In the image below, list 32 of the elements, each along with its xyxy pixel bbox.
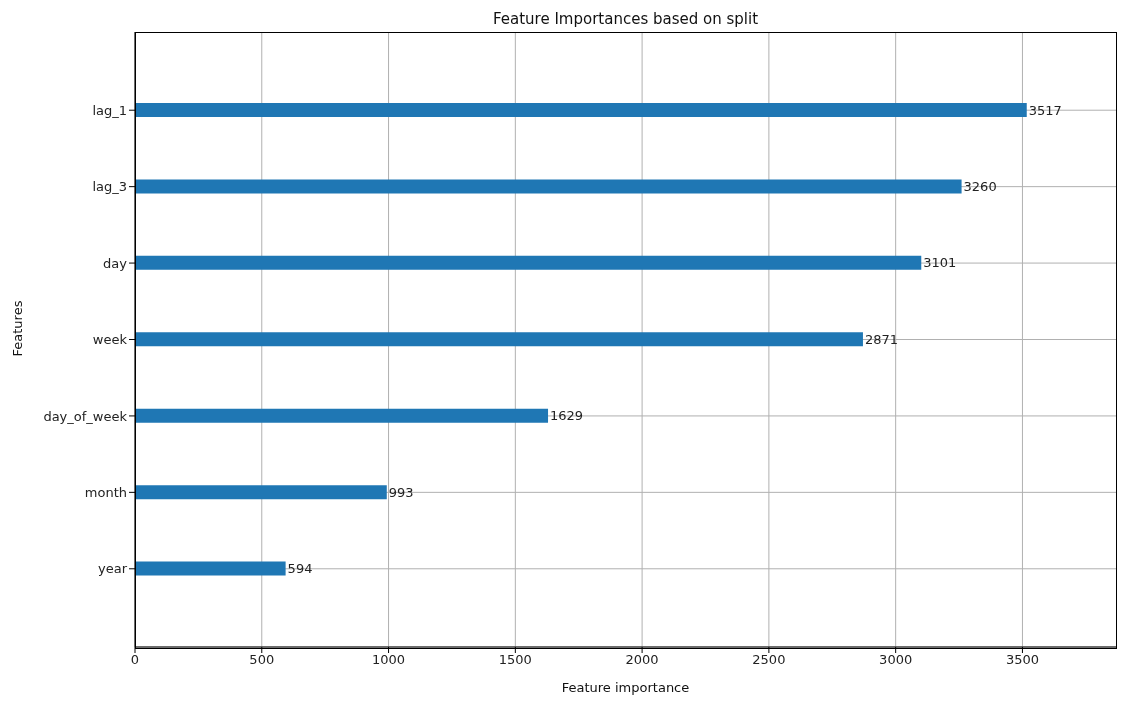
- bar: [135, 103, 1027, 117]
- x-tick-label: 1500: [498, 652, 532, 668]
- y-tick-label: week: [92, 332, 128, 348]
- x-tick-label: 1000: [372, 652, 406, 668]
- y-tick-label: lag_3: [92, 179, 127, 195]
- y-tick-label: day: [103, 255, 128, 271]
- y-tick-label: year: [97, 561, 128, 577]
- bar: [135, 561, 286, 576]
- x-tick-label: 3000: [879, 652, 913, 668]
- y-tick-label: lag_1: [92, 102, 127, 118]
- bar: [135, 179, 962, 194]
- bar: [135, 255, 922, 270]
- x-tick-label: 2500: [752, 652, 786, 668]
- bar: [135, 408, 549, 423]
- data-label: 3517: [1028, 102, 1062, 118]
- x-tick-label: 500: [249, 652, 275, 668]
- y-tick-label: month: [84, 484, 127, 500]
- data-label: 3101: [923, 255, 957, 271]
- x-axis-title: Feature importance: [560, 680, 691, 695]
- y-tick-label: day_of_week: [43, 408, 128, 424]
- bar: [135, 485, 387, 500]
- x-tick-label: 2000: [625, 652, 659, 668]
- y-axis-title: Features: [10, 300, 26, 356]
- data-label: 2871: [864, 331, 899, 347]
- bar: [135, 332, 863, 347]
- x-tick-label: 0: [130, 652, 140, 668]
- x-tick-label: 3500: [1005, 652, 1039, 668]
- data-label: 1629: [550, 408, 584, 424]
- chart-title: Feature Importances based on split: [491, 10, 759, 28]
- data-label: 993: [388, 484, 414, 500]
- data-label: 594: [287, 561, 313, 577]
- data-label: 3260: [963, 179, 997, 195]
